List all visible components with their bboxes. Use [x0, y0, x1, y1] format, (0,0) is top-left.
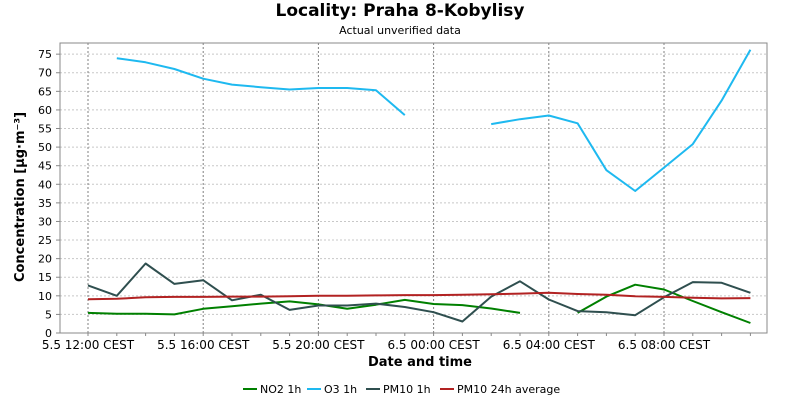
- y-tick-label: 70: [38, 67, 52, 80]
- x-axis-label: Date and time: [368, 355, 472, 370]
- chart-subtitle: Actual unverified data: [339, 24, 461, 37]
- series-line-o3-1h: [491, 49, 752, 192]
- y-tick-label: 30: [38, 215, 52, 228]
- x-axis-ticks: 5.5 12:00 CEST 5.5 16:00 CEST 5.5 20:00 CE…: [42, 333, 751, 352]
- y-tick-label: 0: [45, 327, 52, 340]
- y-tick-label: 55: [38, 123, 52, 136]
- y-tick-label: 45: [38, 160, 52, 173]
- y-axis-label: Concentration [µg·m⁻³]: [13, 112, 28, 282]
- vertical-gridlines: [87, 43, 665, 333]
- y-tick-label: 75: [38, 48, 52, 61]
- series-line-o3-1h: [116, 57, 406, 116]
- x-tick-label: 5.5 20:00 CEST: [272, 338, 365, 352]
- series-line-pm10-24h-average: [87, 291, 751, 301]
- y-tick-label: 10: [38, 290, 52, 303]
- y-tick-label: 15: [38, 271, 52, 284]
- x-tick-label: 6.5 04:00 CEST: [503, 338, 596, 352]
- y-tick-label: 25: [38, 234, 52, 247]
- legend-label: O3 1h: [324, 383, 357, 396]
- legend-label: PM10 24h average: [457, 383, 560, 396]
- series-line-no2-1h: [577, 283, 751, 324]
- horizontal-gridlines: [60, 53, 767, 315]
- y-tick-label: 40: [38, 178, 52, 191]
- y-tick-label: 60: [38, 104, 52, 117]
- legend-label: PM10 1h: [383, 383, 431, 396]
- x-tick-label: 5.5 16:00 CEST: [157, 338, 250, 352]
- y-tick-label: 35: [38, 197, 52, 210]
- series-line-no2-1h: [87, 298, 521, 316]
- series-line-pm10-1h: [87, 262, 751, 323]
- y-tick-label: 50: [38, 141, 52, 154]
- y-tick-label: 5: [45, 308, 52, 321]
- x-tick-label: 6.5 00:00 CEST: [387, 338, 480, 352]
- x-tick-label: 5.5 12:00 CEST: [42, 338, 135, 352]
- y-tick-label: 65: [38, 85, 52, 98]
- y-tick-label: 20: [38, 253, 52, 266]
- legend: NO2 1h O3 1h PM10 1h PM10 24h average: [243, 383, 560, 396]
- plot-area: [59, 42, 768, 334]
- y-axis-ticks: 0 5 10 15 20 25 30 35 40 45 50 55 60 65 70 75: [38, 48, 60, 340]
- chart-title: Locality: Praha 8-Kobylisy: [275, 1, 525, 21]
- x-tick-label: 6.5 08:00 CEST: [618, 338, 711, 352]
- series-lines: [87, 49, 752, 324]
- legend-label: NO2 1h: [260, 383, 301, 396]
